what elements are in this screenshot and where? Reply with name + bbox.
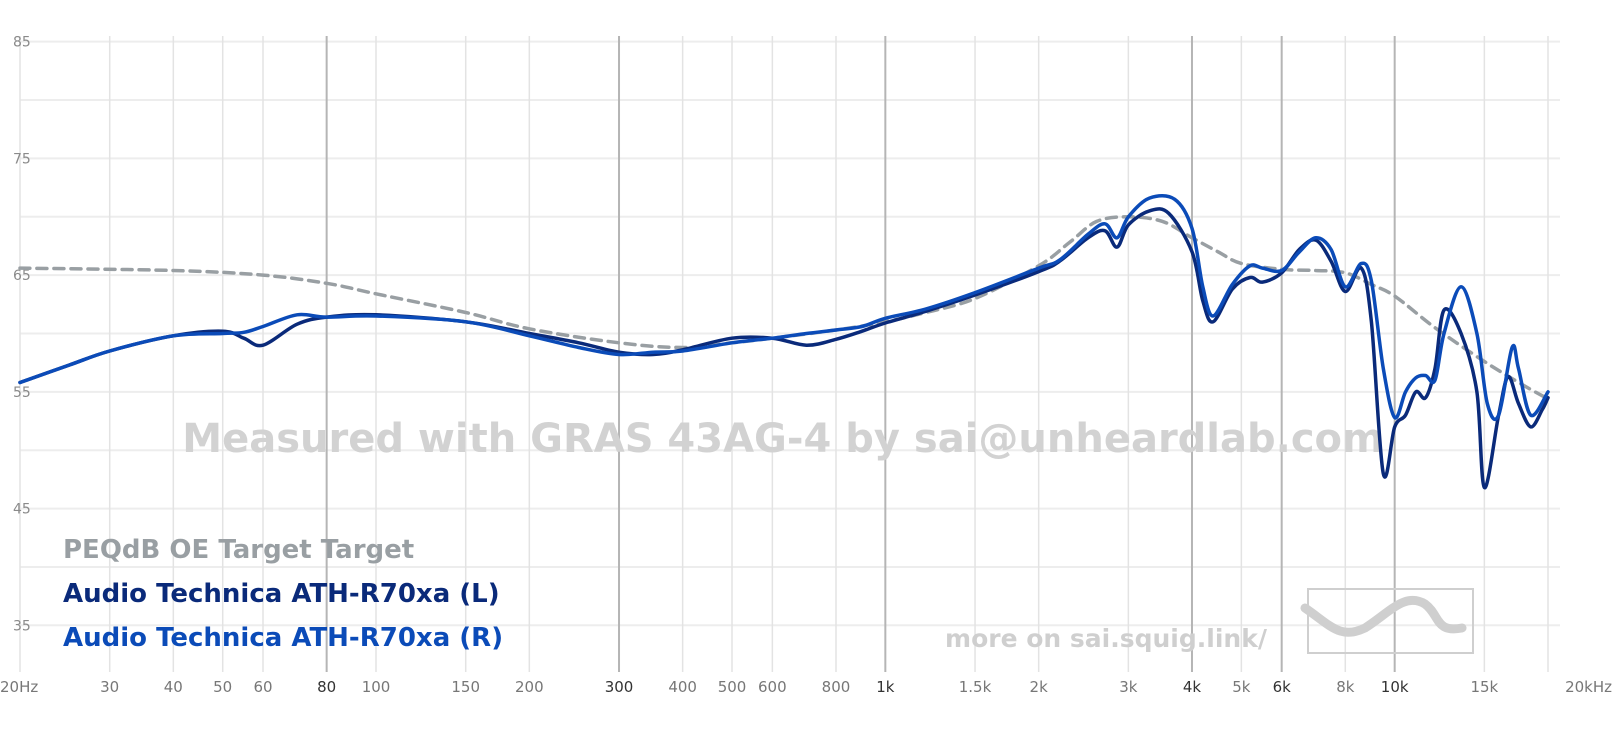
legend-entry: PEQdB OE Target Target xyxy=(63,535,414,565)
x-tick-label: 6k xyxy=(1273,678,1292,696)
series-lines xyxy=(18,193,1550,490)
watermark-text: Measured with GRAS 43AG-4 by sai@unheard… xyxy=(182,416,1383,462)
x-tick-label: 50 xyxy=(213,678,232,696)
legend-entry: Audio Technica ATH-R70xa (L) xyxy=(63,579,500,609)
x-tick-label: 3k xyxy=(1119,678,1138,696)
x-axis-ticks: 20Hz 30 40 50 60 80 100 150 200 300 400 500 600 800 1k… xyxy=(0,678,1612,696)
legend: PEQdB OE Target Target Audio Technica ATH… xyxy=(63,535,503,653)
x-tick-label: 200 xyxy=(515,678,544,696)
x-tick-label: 400 xyxy=(668,678,697,696)
x-tick-label: 4k xyxy=(1183,678,1202,696)
x-tick-label: 20kHz xyxy=(1565,678,1612,696)
x-tick-label: 1k xyxy=(876,678,895,696)
x-tick-label: 1.5k xyxy=(959,678,992,696)
y-tick-label: 45 xyxy=(13,502,31,518)
x-tick-label: 500 xyxy=(718,678,747,696)
y-tick-label: 55 xyxy=(13,385,31,401)
x-tick-label: 30 xyxy=(100,678,119,696)
x-tick-label: 800 xyxy=(822,678,851,696)
x-tick-label: 80 xyxy=(317,678,336,696)
y-tick-label: 85 xyxy=(13,35,31,51)
squiglink-logo xyxy=(1300,588,1474,654)
y-tick-label: 35 xyxy=(13,618,31,634)
x-tick-label: 15k xyxy=(1470,678,1498,696)
x-tick-label: 60 xyxy=(253,678,272,696)
series-line-right xyxy=(18,193,1550,421)
y-axis-ticks: 85 75 65 55 45 35 xyxy=(13,35,31,635)
x-tick-label: 8k xyxy=(1336,678,1355,696)
legend-entry: Audio Technica ATH-R70xa (R) xyxy=(63,623,503,653)
x-tick-label: 150 xyxy=(451,678,480,696)
x-tick-label: 40 xyxy=(164,678,183,696)
y-tick-label: 65 xyxy=(13,268,31,284)
y-tick-label: 75 xyxy=(13,151,31,167)
x-tick-label: 300 xyxy=(605,678,634,696)
x-tick-label: 100 xyxy=(362,678,391,696)
x-tick-label: 2k xyxy=(1030,678,1049,696)
x-tick-label: 10k xyxy=(1381,678,1409,696)
x-tick-label: 20Hz xyxy=(0,678,38,696)
logo-wave xyxy=(1300,595,1467,637)
x-tick-label: 5k xyxy=(1232,678,1251,696)
x-tick-label: 600 xyxy=(758,678,787,696)
grid xyxy=(19,36,1560,672)
logo-frame xyxy=(1307,588,1474,654)
footer-link-text[interactable]: more on sai.squig.link/ xyxy=(945,624,1268,653)
